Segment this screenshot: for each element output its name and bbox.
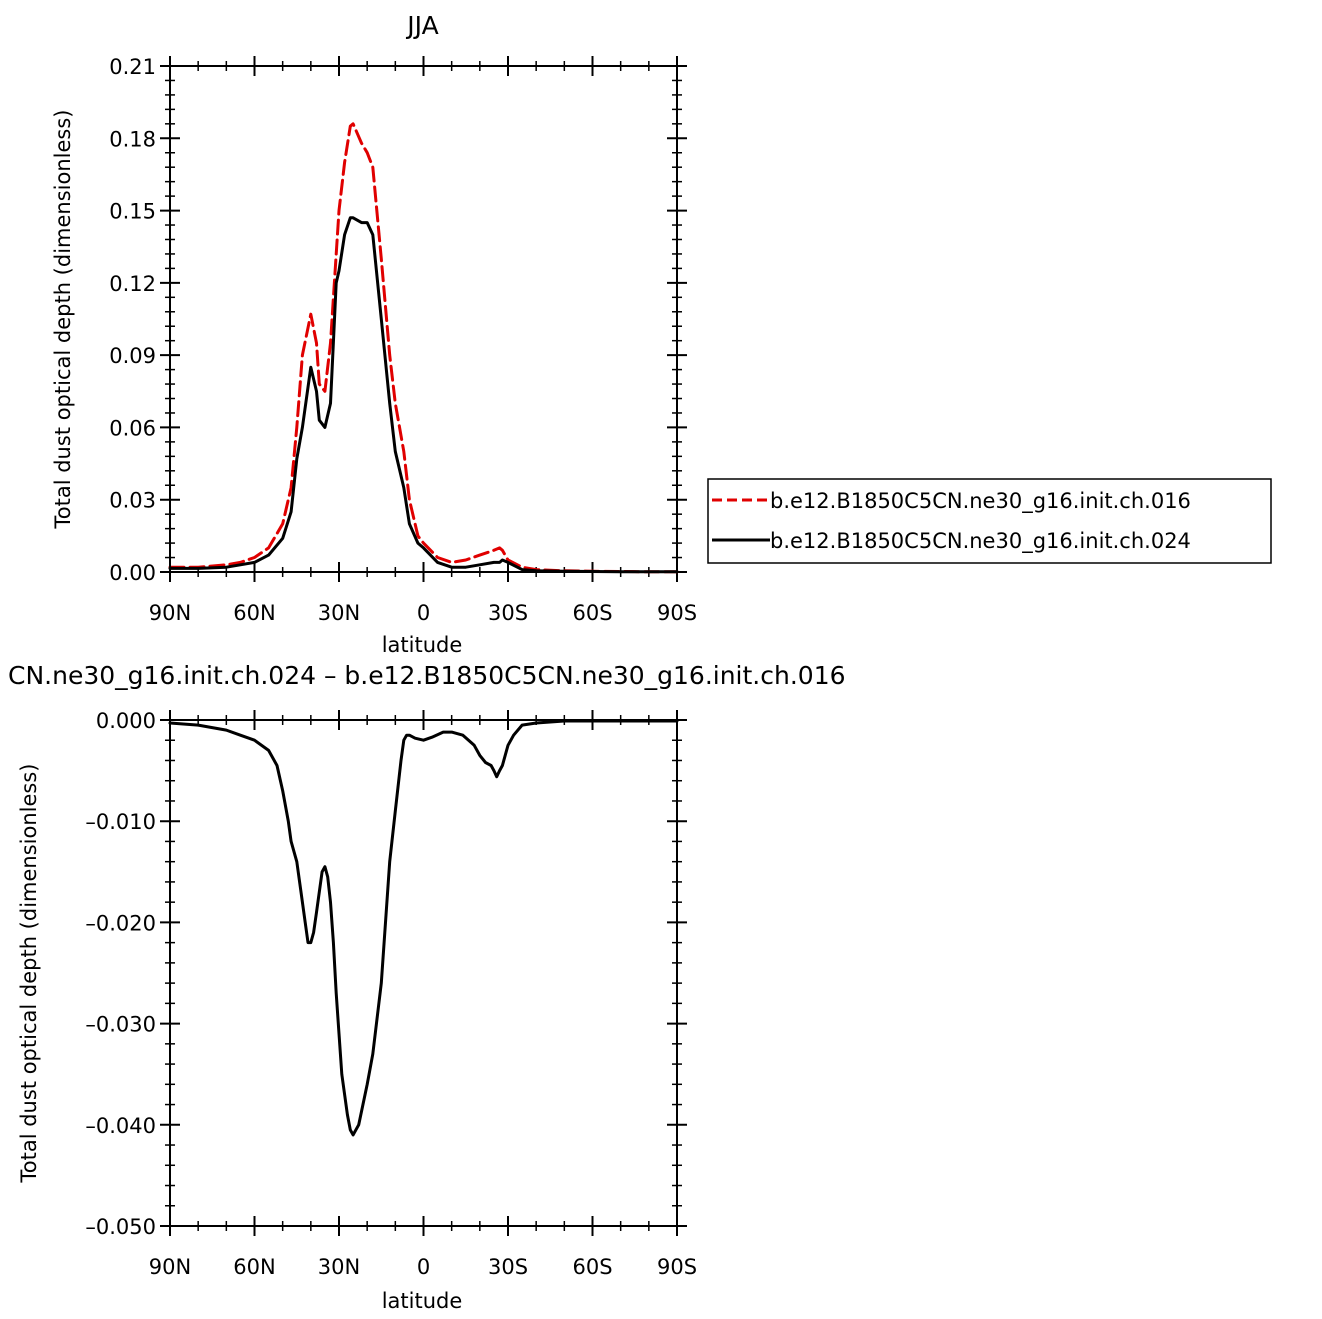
top-x-tick-label: 30N	[318, 601, 360, 625]
bot-x-tick-label: 60S	[572, 1255, 612, 1279]
top-series-lines	[168, 122, 679, 574]
bot-series-line-0	[168, 719, 679, 1137]
top-title: JJA	[405, 11, 438, 40]
top-y-tick-label: 0.06	[109, 416, 156, 440]
top-y-tick-label: 0.09	[109, 344, 156, 368]
bottom-y-axis: 0.000 –0.010 –0.020 –0.030 –0.040 –0.050	[85, 709, 687, 1239]
top-panel: JJA 0.00 0.03 0.06 0.09 0.12 0.15 0.18 0.21 90N…	[51, 11, 1272, 657]
top-x-tick-label: 0	[417, 601, 430, 625]
bot-x-tick-label: 30N	[318, 1255, 360, 1279]
bot-y-tick-label: –0.030	[85, 1013, 156, 1037]
top-x-tick-label: 90N	[149, 601, 191, 625]
legend-box	[707, 478, 1272, 564]
top-x-tick-label: 60N	[233, 601, 275, 625]
top-y-tick-label: 0.00	[109, 561, 156, 585]
bottom-x-label: latitude	[382, 1289, 463, 1313]
bottom-y-label: Total dust optical depth (dimensionless)	[17, 764, 41, 1184]
top-x-tick-label: 90S	[657, 601, 697, 625]
top-x-label: latitude	[382, 633, 463, 657]
top-y-tick-label: 0.15	[109, 200, 156, 224]
bot-y-tick-label: 0.000	[96, 709, 156, 733]
bottom-series-lines	[168, 719, 679, 1137]
bot-x-tick-label: 60N	[233, 1255, 275, 1279]
bottom-plot-frame	[169, 719, 678, 1227]
legend-label-016: b.e12.B1850C5CN.ne30_g16.init.ch.016	[770, 489, 1191, 514]
top-y-tick-label: 0.18	[109, 127, 156, 151]
bot-y-tick-label: –0.040	[85, 1114, 156, 1138]
top-series-line-0	[168, 122, 679, 574]
bot-x-tick-label: 30S	[488, 1255, 528, 1279]
top-x-axis: 90N 60N 30N 0 30S 60S 90S	[149, 56, 697, 625]
top-series-line-1	[168, 216, 679, 574]
top-y-axis: 0.00 0.03 0.06 0.09 0.12 0.15 0.18 0.21	[109, 55, 687, 585]
bottom-title: CN.ne30_g16.init.ch.024 – b.e12.B1850C5C…	[8, 661, 846, 690]
bot-y-tick-label: –0.010	[85, 810, 156, 834]
bot-y-tick-label: –0.050	[85, 1215, 156, 1239]
legend-label-024: b.e12.B1850C5CN.ne30_g16.init.ch.024	[770, 529, 1191, 554]
top-y-tick-label: 0.21	[109, 55, 156, 79]
top-y-label: Total dust optical depth (dimensionless)	[51, 110, 75, 530]
bottom-panel: CN.ne30_g16.init.ch.024 – b.e12.B1850C5C…	[8, 661, 846, 1313]
top-x-tick-label: 30S	[488, 601, 528, 625]
top-y-tick-label: 0.12	[109, 272, 156, 296]
legend: b.e12.B1850C5CN.ne30_g16.init.ch.016 b.e…	[707, 478, 1272, 564]
top-x-tick-label: 60S	[572, 601, 612, 625]
bot-x-tick-label: 0	[417, 1255, 430, 1279]
bot-y-tick-label: –0.020	[85, 911, 156, 935]
bot-x-tick-label: 90S	[657, 1255, 697, 1279]
top-plot-frame	[169, 65, 678, 573]
bottom-x-axis: 90N 60N 30N 0 30S 60S 90S	[149, 710, 697, 1279]
bot-x-tick-label: 90N	[149, 1255, 191, 1279]
top-y-tick-label: 0.03	[109, 489, 156, 513]
